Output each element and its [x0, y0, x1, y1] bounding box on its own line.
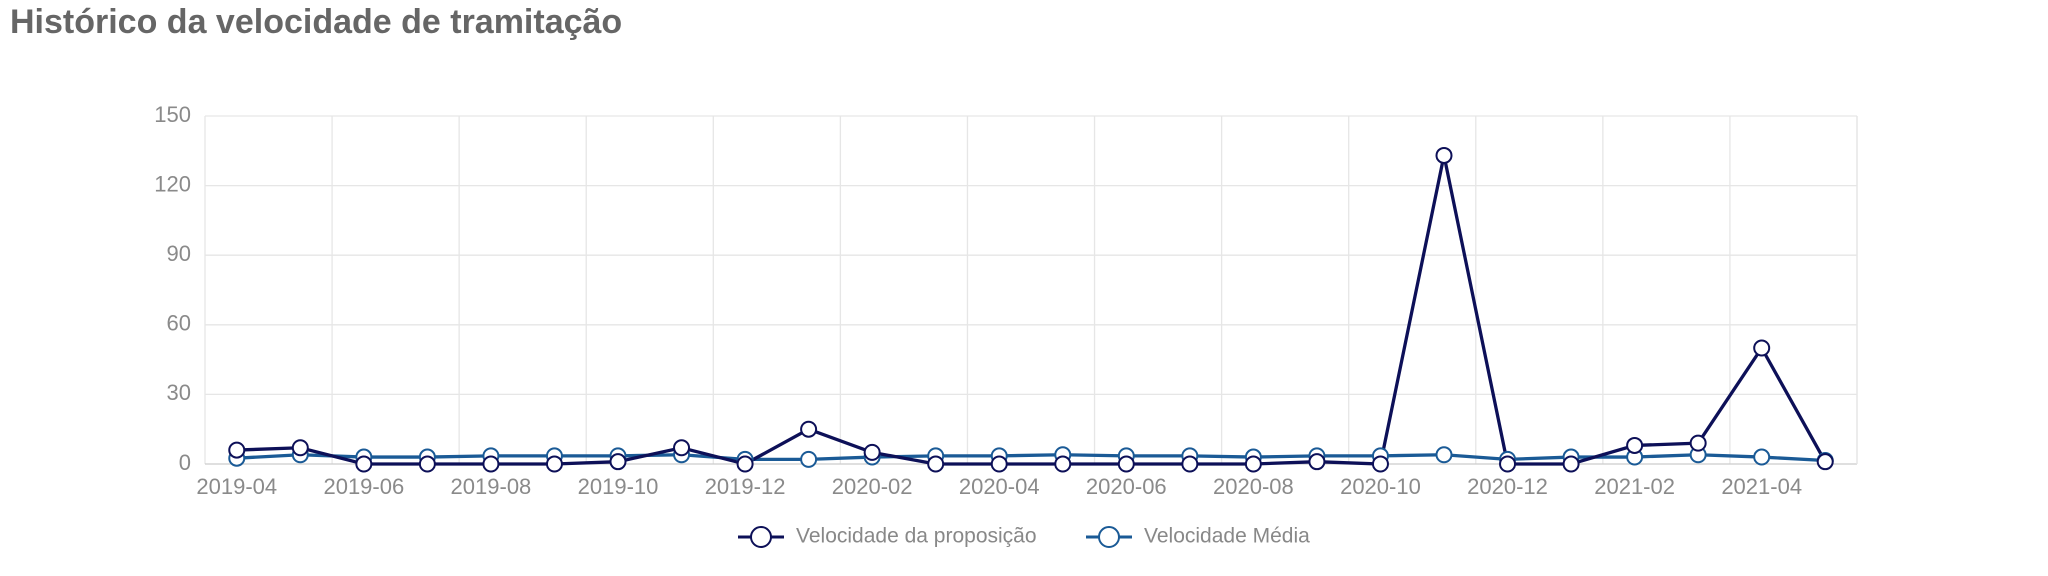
point-marker	[1689, 434, 1707, 452]
point-marker	[609, 453, 627, 471]
legend-label: Velocidade Média	[1144, 525, 1310, 548]
x-tick-label: 2019-06	[323, 474, 404, 499]
legend-marker	[750, 526, 772, 548]
point-marker	[1435, 146, 1453, 164]
point-marker	[1499, 455, 1517, 473]
point-marker	[355, 455, 373, 473]
point-marker	[1054, 455, 1072, 473]
point-marker	[800, 450, 818, 468]
point-marker	[927, 455, 945, 473]
legend-item[interactable]: Velocidade Média	[1086, 525, 1310, 548]
point-marker	[800, 420, 818, 438]
point-marker	[990, 455, 1008, 473]
chart-title: Histórico da velocidade de tramitação	[10, 3, 622, 41]
legend-item[interactable]: Velocidade da proposição	[738, 525, 1037, 548]
x-tick-label: 2020-06	[1086, 474, 1167, 499]
point-marker	[736, 455, 754, 473]
point-marker	[1562, 455, 1580, 473]
point-marker	[1753, 448, 1771, 466]
x-tick-label: 2019-04	[196, 474, 277, 499]
point-marker	[545, 455, 563, 473]
point-marker	[1753, 339, 1771, 357]
x-tick-label: 2021-04	[1721, 474, 1802, 499]
y-tick-label: 90	[167, 241, 191, 266]
point-marker	[1244, 455, 1262, 473]
y-tick-label: 150	[154, 102, 191, 127]
x-tick-label: 2020-08	[1213, 474, 1294, 499]
point-marker	[1181, 455, 1199, 473]
legend-marker	[1098, 526, 1120, 548]
legend-label: Velocidade da proposição	[796, 525, 1037, 548]
point-marker	[291, 439, 309, 457]
x-tick-label: 2019-12	[705, 474, 786, 499]
x-tick-label: 2021-02	[1594, 474, 1675, 499]
x-tick-label: 2020-10	[1340, 474, 1421, 499]
y-tick-label: 60	[167, 311, 191, 336]
series-line	[236, 155, 1827, 466]
y-tick-label: 0	[179, 450, 191, 475]
x-tick-label: 2019-10	[578, 474, 659, 499]
point-marker	[228, 441, 246, 459]
point-marker	[482, 455, 500, 473]
point-marker	[1117, 455, 1135, 473]
point-marker	[863, 443, 881, 461]
y-tick-label: 120	[154, 171, 191, 196]
point-marker	[1816, 453, 1834, 471]
x-tick-label: 2020-02	[832, 474, 913, 499]
y-tick-label: 30	[167, 380, 191, 405]
point-marker	[418, 455, 436, 473]
point-marker	[673, 439, 691, 457]
x-tick-label: 2020-04	[959, 474, 1040, 499]
x-tick-label: 2019-08	[451, 474, 532, 499]
series-line	[236, 453, 1826, 463]
point-marker	[1371, 455, 1389, 473]
point-marker	[1308, 453, 1326, 471]
x-tick-label: 2020-12	[1467, 474, 1548, 499]
point-marker	[1435, 446, 1453, 464]
point-marker	[1626, 436, 1644, 454]
